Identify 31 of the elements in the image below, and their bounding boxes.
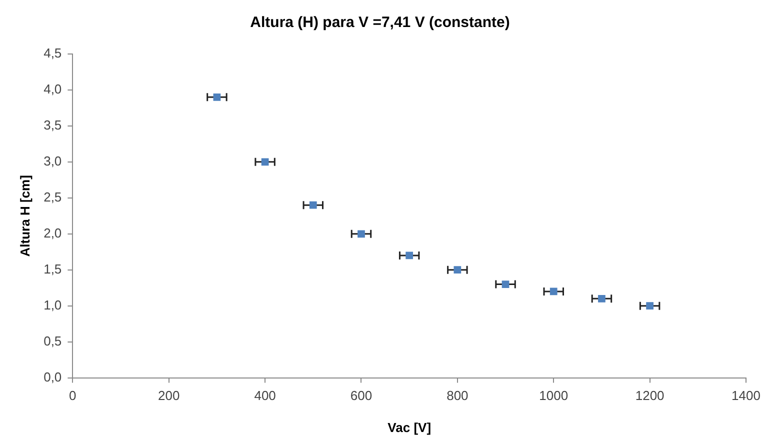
y-tick-label: 0,0: [44, 369, 62, 384]
point: [406, 252, 414, 260]
y-tick-label: 3,5: [44, 118, 62, 133]
chart-title: Altura (H) para V =7,41 V (constante): [250, 14, 510, 32]
y-tick-label: 3,0: [44, 154, 62, 169]
x-tick-label: 800: [446, 388, 468, 404]
y-tick-label: 1,5: [44, 261, 62, 276]
x-tick-label: 0: [69, 388, 76, 404]
x-axis-title: Vac [V]: [388, 420, 432, 435]
x-tick-label: 200: [158, 388, 180, 404]
y-tick-label: 4,0: [44, 82, 62, 97]
x-tick-label: 1000: [539, 388, 568, 404]
point: [598, 294, 606, 302]
point: [358, 230, 365, 238]
point: [550, 288, 558, 296]
x-tick-label: 600: [350, 388, 372, 404]
point: [309, 201, 317, 209]
point: [454, 266, 462, 274]
y-tick-label: 2,5: [44, 189, 62, 204]
point: [261, 158, 269, 166]
y-tick-label: 2,0: [44, 225, 62, 240]
y-axis-title: Altura H [cm]: [17, 175, 32, 257]
y-tick-label: 0,5: [44, 333, 62, 348]
point: [213, 93, 221, 101]
x-tick-label: 1400: [732, 388, 760, 404]
point: [646, 302, 654, 310]
x-tick-label: 1200: [635, 388, 664, 404]
y-tick-label: 1,0: [44, 297, 62, 312]
y-tick-label: 4,5: [44, 46, 62, 61]
point: [502, 280, 510, 288]
x-tick-label: 400: [254, 388, 276, 404]
